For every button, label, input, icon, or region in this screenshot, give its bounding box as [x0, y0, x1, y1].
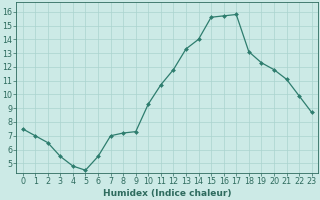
X-axis label: Humidex (Indice chaleur): Humidex (Indice chaleur) [103, 189, 231, 198]
